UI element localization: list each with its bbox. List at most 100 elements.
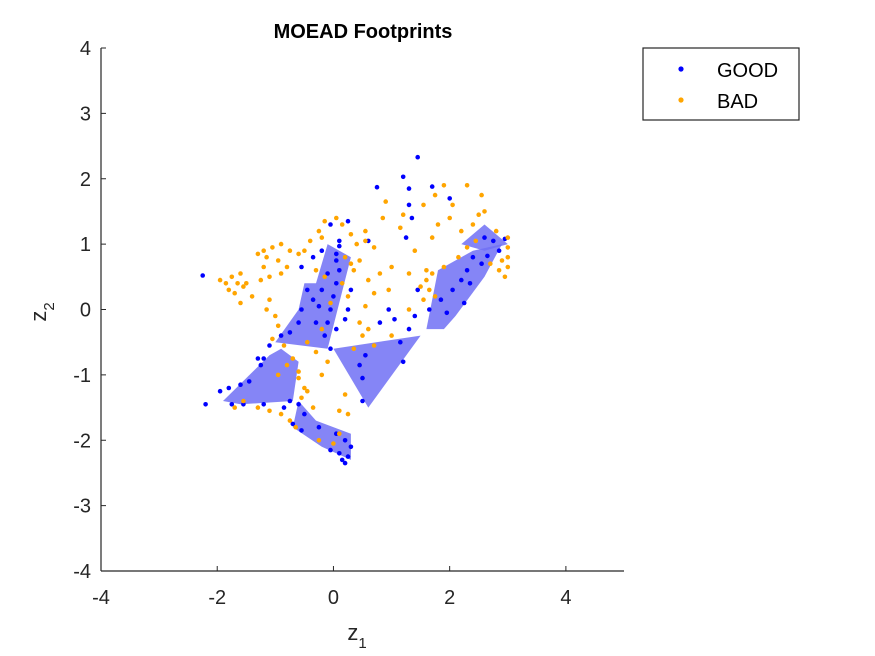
data-point-bad [429,271,435,276]
data-point-bad [505,254,511,260]
y-axis-label: z2 [26,302,58,321]
data-point-good [345,218,351,224]
x-tick-label: 4 [560,587,571,609]
data-point-bad [290,356,296,361]
data-point-bad [287,418,293,423]
data-point-bad [429,235,435,240]
data-point-bad [241,398,246,404]
data-point-bad [217,277,223,283]
data-point-bad [488,261,493,267]
data-point-good [299,264,304,270]
data-point-bad [278,241,284,247]
data-point-bad [313,268,319,273]
data-point-bad [505,245,511,250]
data-point-bad [296,251,301,257]
data-point-bad [441,264,447,270]
footprint-region-3 [292,401,351,460]
data-point-bad [267,274,272,280]
data-point-good [334,326,339,332]
data-point-bad [238,300,243,306]
data-point-good [412,313,418,319]
data-point-bad [479,192,484,198]
legend: GOOD BAD [642,47,800,121]
data-point-bad [235,281,240,286]
legend-label-bad: BAD [717,91,758,113]
data-point-bad [354,241,360,247]
data-point-good [345,454,351,459]
data-point-good [400,174,406,180]
data-point-bad [357,320,362,325]
data-point-bad [447,215,453,221]
data-point-bad [264,307,269,312]
data-point-good [450,287,455,293]
data-point-bad [389,264,394,270]
data-point-bad [432,192,438,198]
data-point-bad [267,297,272,303]
data-point-bad [275,258,281,263]
data-point-bad [464,183,470,188]
data-point-good [415,154,421,160]
data-point-good [200,273,205,278]
legend-marker-good [678,66,684,72]
data-point-good [328,222,333,227]
footprint-regions [223,224,508,460]
data-point-bad [278,271,284,276]
y-tick-label: 0 [80,300,91,322]
data-point-bad [339,222,345,227]
footprint-region-2 [223,348,299,405]
data-point-bad [380,215,386,221]
data-point-good [415,287,421,293]
data-point-good [217,388,223,394]
data-point-good [281,405,287,410]
data-point-bad [493,228,499,234]
data-point-good [360,398,365,404]
data-point-good [241,402,246,407]
data-point-good [313,320,319,325]
data-point-good [290,421,296,427]
data-point-bad [287,248,293,253]
data-point-bad [386,287,392,293]
x-tick-label: 2 [444,587,455,609]
series-bad [217,183,511,446]
data-point-bad [432,294,438,299]
data-point-bad [305,339,310,345]
data-point-bad [418,284,423,289]
data-point-bad [302,385,307,391]
data-point-good [334,258,339,263]
data-point-good [496,248,502,253]
data-point-good [229,402,235,407]
data-point-good [328,346,333,352]
data-point-bad [357,258,362,263]
data-point-bad [241,284,246,289]
data-point-bad [366,277,371,283]
data-point-good [342,317,348,322]
data-point-bad [377,271,383,276]
data-point-good [261,356,267,361]
data-point-good [348,287,354,293]
data-point-bad [383,199,389,204]
data-point-good [342,460,348,466]
data-point-bad [505,264,511,270]
data-point-good [261,402,267,407]
data-point-good [429,184,435,189]
data-point-bad [249,294,255,299]
data-point-bad [275,372,281,378]
data-point-good [339,457,345,463]
data-point-bad [459,228,464,234]
data-point-good [461,300,467,306]
data-point-good [386,307,392,312]
data-point-good [334,281,339,286]
data-point-good [392,317,397,322]
data-point-good [342,438,348,443]
data-point-bad [363,238,368,244]
data-point-good [337,238,342,244]
data-point-good [296,402,301,407]
data-point-good [464,268,470,273]
data-point-good [409,215,415,221]
data-point-bad [348,261,354,267]
data-point-bad [441,183,447,188]
data-point-good [287,398,293,404]
footprint-region-4 [333,335,421,408]
legend-box [642,47,800,121]
data-point-bad [450,202,455,208]
